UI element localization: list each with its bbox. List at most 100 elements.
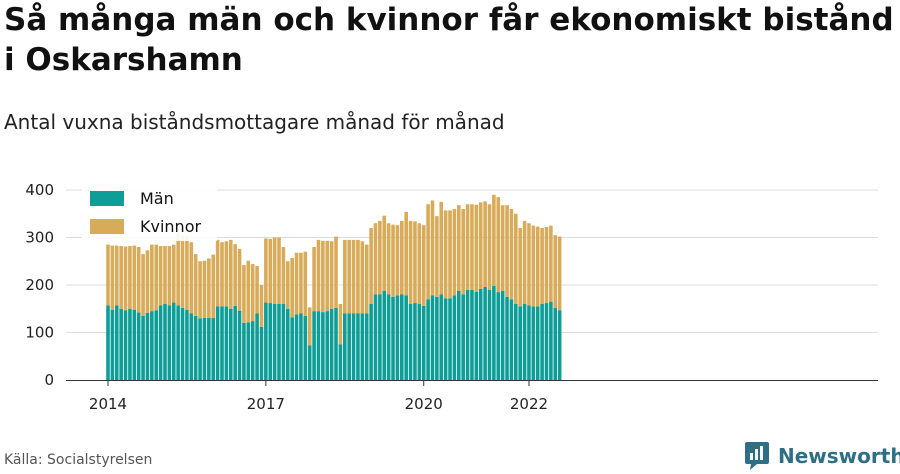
x-tick-label: 2017 — [247, 395, 285, 413]
bar-women — [163, 246, 167, 304]
bar-women — [356, 239, 360, 314]
bar-women — [452, 209, 457, 296]
bar-men — [176, 305, 180, 380]
bar-men — [307, 345, 312, 380]
bar-women — [128, 246, 132, 309]
bars — [106, 194, 562, 380]
bar-men — [518, 306, 522, 380]
bar-women — [439, 201, 444, 295]
bar-men — [128, 308, 132, 380]
bar-women — [522, 220, 527, 304]
bar-men — [110, 309, 115, 380]
bar-men — [237, 310, 242, 380]
bar-women — [470, 204, 474, 290]
bar-men — [198, 318, 202, 380]
bar-men — [487, 289, 492, 380]
bar-women — [474, 204, 479, 292]
bar-women — [492, 194, 496, 286]
bar-men — [316, 311, 321, 380]
bar-women — [198, 261, 202, 319]
bar-men — [395, 295, 400, 380]
stacked-bar-chart: 0 100 200 300 400 2014 2017 2020 2022 — [25, 181, 878, 413]
bar-women — [535, 226, 540, 307]
bar-men — [299, 313, 303, 380]
bar-women — [246, 260, 251, 323]
bar-women — [549, 225, 553, 302]
bar-women — [312, 247, 316, 312]
bar-women — [299, 252, 303, 314]
bar-women — [461, 209, 465, 295]
bar-women — [110, 245, 115, 310]
bar-women — [171, 244, 176, 303]
bar-women — [369, 228, 373, 304]
bar-men — [483, 286, 487, 380]
bar-men — [123, 310, 128, 380]
bar-men — [167, 305, 172, 380]
bar-women — [202, 260, 207, 318]
bar-men — [378, 294, 382, 380]
legend-label-men: Män — [140, 189, 174, 208]
bar-men — [474, 291, 479, 380]
bar-women — [277, 237, 281, 304]
bar-men — [150, 311, 154, 380]
bar-men — [259, 326, 264, 380]
chart-title: Så många män och kvinnor får ekonomiskt … — [4, 2, 894, 78]
bar-men — [496, 292, 501, 380]
bar-women — [395, 225, 400, 296]
bar-women — [220, 242, 224, 307]
bar-men — [329, 308, 334, 380]
bar-women — [509, 209, 514, 300]
bar-men — [544, 303, 549, 380]
bar-men — [382, 290, 387, 380]
bar-men — [338, 344, 343, 380]
bar-women — [544, 227, 549, 304]
bar-men — [334, 307, 338, 380]
bar-men — [163, 304, 167, 380]
bar-women — [408, 220, 413, 304]
bar-men — [321, 312, 325, 380]
bar-men — [132, 309, 137, 380]
bar-women — [224, 241, 229, 307]
bar-men — [325, 311, 330, 380]
bar-women — [527, 223, 531, 306]
bar-men — [430, 295, 435, 380]
bar-men — [233, 305, 237, 380]
bar-men — [211, 317, 216, 380]
bar-women — [150, 244, 154, 312]
bar-women — [426, 204, 430, 300]
bar-men — [228, 308, 233, 380]
bar-women — [553, 235, 558, 308]
bar-men — [119, 308, 123, 380]
bar-men — [421, 305, 426, 380]
bar-women — [351, 239, 356, 314]
bar-men — [171, 302, 176, 380]
bar-men — [448, 298, 452, 380]
bar-men — [202, 317, 207, 380]
bar-men — [443, 298, 448, 380]
bar-men — [514, 304, 518, 380]
bar-men — [386, 294, 391, 380]
bar-women — [207, 258, 211, 318]
bar-men — [373, 294, 378, 380]
bar-women — [430, 200, 435, 296]
bar-men — [106, 305, 110, 380]
brand-logo: Newsworthy — [744, 440, 900, 472]
bar-men — [180, 307, 185, 380]
bar-women — [106, 244, 110, 306]
newsworthy-logo-icon — [745, 442, 769, 470]
bar-women — [496, 197, 501, 293]
bar-men — [369, 304, 373, 380]
bar-men — [141, 315, 145, 380]
bar-men — [114, 305, 119, 380]
bar-men — [391, 296, 395, 380]
bar-men — [193, 315, 198, 380]
bar-women — [268, 238, 273, 304]
bar-men — [531, 306, 536, 380]
legend-item-women: Kvinnor — [90, 217, 201, 236]
y-tick-label: 300 — [25, 229, 54, 247]
bar-men — [145, 313, 150, 380]
bar-women — [329, 241, 334, 309]
x-axis: 2014 2017 2020 2022 — [66, 380, 878, 413]
bar-women — [500, 205, 505, 291]
bar-women — [483, 201, 487, 287]
